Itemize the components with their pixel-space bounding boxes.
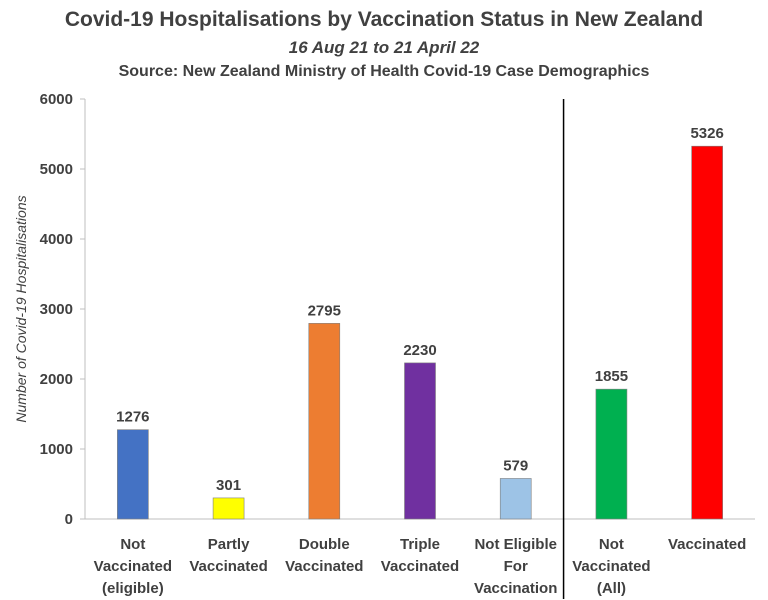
y-tick-label: 1000 xyxy=(40,441,73,458)
x-tick-label: Not xyxy=(120,536,145,553)
data-label: 1276 xyxy=(116,409,149,426)
x-tick-label: Vaccinated xyxy=(285,558,363,575)
data-label: 5326 xyxy=(690,125,723,142)
y-tick-label: 3000 xyxy=(40,301,73,318)
bar xyxy=(117,429,149,520)
x-tick-label: Not Eligible xyxy=(474,536,557,553)
x-tick-label: (All) xyxy=(597,580,626,597)
data-label: 579 xyxy=(503,457,528,474)
data-label: 1855 xyxy=(595,368,628,385)
x-tick-label: Double xyxy=(299,536,350,553)
x-tick-label: Vaccination xyxy=(474,580,557,597)
chart-source: Source: New Zealand Ministry of Health C… xyxy=(118,63,650,80)
data-label: 2230 xyxy=(403,342,436,359)
x-tick-label: Partly xyxy=(208,536,250,553)
x-tick-label: Vaccinated xyxy=(668,536,746,553)
x-tick-label: Not xyxy=(599,536,624,553)
y-tick-label: 2000 xyxy=(40,371,73,388)
bar xyxy=(691,145,723,520)
x-tick-label: Vaccinated xyxy=(189,558,267,575)
bar xyxy=(404,362,436,520)
y-tick-label: 0 xyxy=(65,511,73,528)
y-tick-label: 5000 xyxy=(40,161,73,178)
x-tick-label: Triple xyxy=(400,536,440,553)
y-tick-label: 6000 xyxy=(40,91,73,108)
bar xyxy=(212,497,245,520)
chart-subtitle: 16 Aug 21 to 21 April 22 xyxy=(288,38,480,57)
data-label: 301 xyxy=(216,477,241,494)
data-label: 2795 xyxy=(308,302,341,319)
x-tick-label: (eligible) xyxy=(102,580,164,597)
bar xyxy=(499,478,532,520)
x-tick-label: Vaccinated xyxy=(94,558,172,575)
x-tick-label: Vaccinated xyxy=(381,558,459,575)
chart-title: Covid-19 Hospitalisations by Vaccination… xyxy=(64,8,704,31)
bar xyxy=(308,323,341,520)
y-axis-label: Number of Covid-19 Hospitalisations xyxy=(13,195,29,422)
y-tick-label: 4000 xyxy=(40,231,73,248)
bar xyxy=(595,388,628,520)
x-tick-label: Vaccinated xyxy=(572,558,650,575)
x-tick-label: For xyxy=(504,558,528,575)
